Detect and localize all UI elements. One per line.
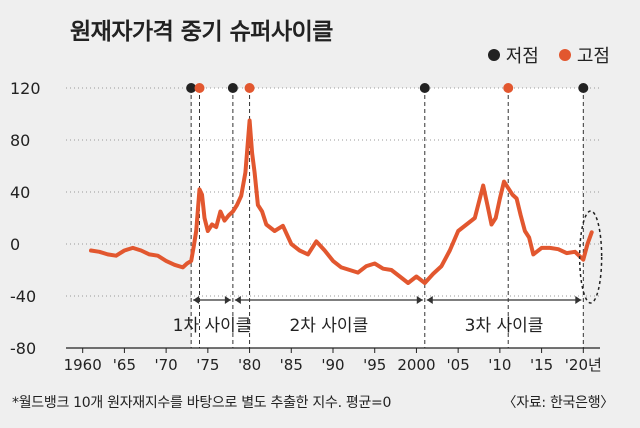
y-tick-label: -80 (10, 339, 36, 358)
low-point-marker (227, 83, 238, 93)
cycle-arrowhead-left (234, 296, 241, 304)
high-point-marker (503, 83, 514, 93)
footnote: *월드뱅크 10개 원자재지수를 바탕으로 별도 추출한 지수. 평균=0 (12, 395, 392, 411)
low-point-marker (419, 83, 430, 93)
cycle-arrowhead-right (575, 296, 582, 304)
x-tick-label: '20년 (565, 356, 602, 374)
x-tick-label: 1960 (64, 356, 102, 374)
x-tick-label: '75 (196, 356, 219, 374)
x-tick-label: 2000 (397, 356, 435, 374)
low-point-marker (578, 83, 589, 93)
cycle-arrowhead-right (416, 296, 423, 304)
y-tick-label: 120 (10, 79, 41, 98)
y-tick-label: 80 (10, 131, 30, 150)
chart-title: 원재자가격 중기 슈퍼사이클 (70, 19, 333, 45)
y-tick-label: 40 (10, 183, 30, 202)
low-point-marker (186, 83, 197, 93)
y-tick-label: -40 (10, 287, 36, 306)
legend-high-label: 고점 (576, 46, 610, 67)
y-tick-label: 0 (10, 235, 20, 254)
cycle-label-2: 2차 사이클 (289, 316, 368, 336)
highlight-ellipse (578, 210, 603, 304)
cycle-arrowhead-right (224, 296, 231, 304)
high-dot-icon (558, 49, 571, 61)
legend-low-label: 저점 (505, 46, 539, 67)
x-tick-label: '80 (238, 356, 261, 374)
x-tick-label: '65 (113, 356, 136, 374)
x-tick-label: '05 (447, 356, 470, 374)
cycle-arrowhead-left (426, 296, 433, 304)
cycle-label-3: 3차 사이클 (465, 316, 544, 336)
legend: 저점 고점 (476, 42, 610, 68)
legend-high: 고점 (558, 42, 610, 68)
source-label: 〈자료: 한국은행〉 (502, 395, 615, 411)
x-tick-label: '90 (321, 356, 344, 374)
x-tick-label: '70 (155, 356, 178, 374)
cycle-label-1: 1차 사이클 (173, 316, 252, 336)
high-point-marker (194, 83, 205, 93)
x-tick-label: '10 (488, 356, 511, 374)
cycle-arrowhead-left (193, 296, 200, 304)
x-tick-label: '95 (363, 356, 386, 374)
series-line (89, 118, 594, 285)
cycle-band-3 (424, 88, 584, 348)
x-tick-label: '85 (280, 356, 303, 374)
x-tick-label: '15 (530, 356, 553, 374)
high-point-marker (244, 83, 255, 93)
cycle-band-2 (232, 88, 425, 348)
legend-low: 저점 (487, 42, 539, 68)
low-dot-icon (487, 49, 500, 61)
